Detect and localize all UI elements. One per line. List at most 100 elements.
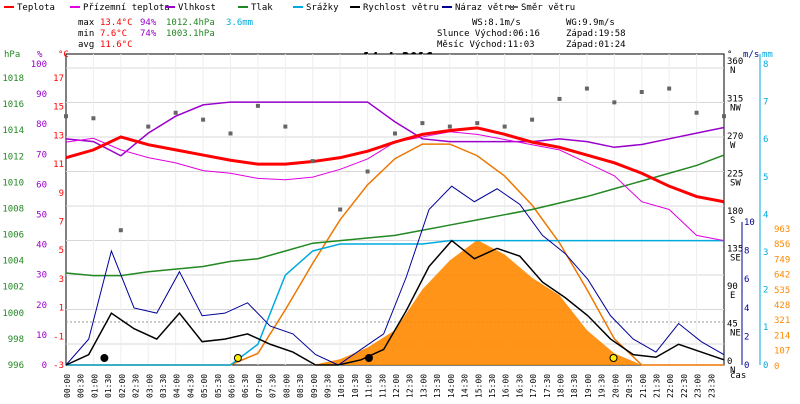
direction-name-label: S <box>730 216 735 226</box>
wind-wg: WG:9.9m/s <box>566 18 615 28</box>
sunset-marker <box>609 354 618 362</box>
legend-label: Srážky <box>306 3 339 13</box>
max-rain: 3.6mm <box>226 18 253 28</box>
mm-tick-label: 214 <box>774 331 790 341</box>
direction-name-label: SE <box>730 254 741 264</box>
moon-set: Západ:01:24 <box>566 40 626 50</box>
hpa-tick-label: 1016 <box>2 100 24 110</box>
wind-direction-point <box>612 100 617 105</box>
hpa-tick-label: 1012 <box>2 152 24 162</box>
wind-direction-point <box>118 228 123 233</box>
wind-direction-point <box>667 86 672 91</box>
pct-tick-label: 0 <box>42 361 47 371</box>
time-tick-label: 06:30 <box>241 374 250 398</box>
time-tick-label: 15:00 <box>474 374 483 398</box>
max-temp: 13.4°C <box>100 18 133 28</box>
time-tick-label: 14:30 <box>461 374 470 398</box>
mm-tick-label: 321 <box>774 316 790 326</box>
mm-tick-label: 0 <box>774 362 779 372</box>
direction-name-label: NE <box>730 329 741 339</box>
ms2-tick-label: 4 <box>744 304 749 314</box>
mm-tick-label: 428 <box>774 301 790 311</box>
wind-direction-point <box>502 124 507 129</box>
time-tick-label: 13:00 <box>419 374 428 398</box>
time-tick-label: 10:30 <box>351 374 360 398</box>
sunrise-marker <box>233 354 242 362</box>
time-tick-label: 00:00 <box>63 374 72 398</box>
mm-tick-label: 856 <box>774 240 790 250</box>
degc-tick-label: 7 <box>59 218 64 228</box>
wind-direction-point <box>365 169 370 174</box>
axis-ms-label: m/s <box>743 50 759 60</box>
max-humidity: 94% <box>140 18 157 28</box>
degc-tick-label: 5 <box>59 246 64 256</box>
time-tick-label: 01:30 <box>104 374 113 398</box>
series-lines <box>65 101 725 366</box>
pct-tick-label: 40 <box>36 241 47 251</box>
wind-direction-point <box>420 121 425 126</box>
mm-tick-label: 535 <box>774 286 790 296</box>
pct-tick-label: 90 <box>36 90 47 100</box>
time-tick-label: 02:30 <box>132 374 141 398</box>
legend-label: Tlak <box>251 3 273 13</box>
pct-tick-label: 20 <box>36 301 47 311</box>
legend-label: Vlhkost <box>178 3 216 13</box>
degc-tick-label: 11 <box>53 160 64 170</box>
min-pressure: 1003.1hPa <box>166 29 215 39</box>
min-temp: 7.6°C <box>100 29 127 39</box>
time-tick-label: 16:30 <box>515 374 524 398</box>
time-tick-label: 19:30 <box>598 374 607 398</box>
hpa-tick-label: 1008 <box>2 204 24 214</box>
mm-tick-label: 963 <box>774 225 790 235</box>
time-tick-label: 01:00 <box>90 374 99 398</box>
time-tick-label: 09:30 <box>323 374 332 398</box>
degc-tick-label: 3 <box>59 275 64 285</box>
direction-name-label: N <box>730 66 735 76</box>
direction-tick-label: 45 <box>727 320 738 330</box>
time-tick-label: 07:00 <box>255 374 264 398</box>
time-tick-label: 10:00 <box>337 374 346 398</box>
ms-tick-label: 1 <box>763 323 768 333</box>
wind-direction-point <box>228 131 233 136</box>
time-tick-label: 07:30 <box>269 374 278 398</box>
hpa-tick-label: 998 <box>8 335 24 345</box>
ms-tick-label: 3 <box>763 248 768 258</box>
hpa-tick-label: 1004 <box>2 257 24 267</box>
ms-tick-label: 5 <box>763 173 768 183</box>
pct-tick-label: 50 <box>36 211 47 221</box>
mm-tick-label: 107 <box>774 347 790 357</box>
wind-gust-line <box>65 185 725 366</box>
ms-tick-label: 8 <box>763 60 768 70</box>
time-tick-label: 17:30 <box>543 374 552 398</box>
wind-direction-point <box>530 117 535 122</box>
axes: hPa % °C ° m/s mm čas 101810161014101210… <box>2 50 790 398</box>
wind-direction-point <box>173 110 178 115</box>
time-tick-label: 21:30 <box>652 374 661 398</box>
legend-label: Teplota <box>17 3 55 13</box>
time-tick-label: 20:00 <box>611 374 620 398</box>
wind-direction-point <box>722 114 726 119</box>
wind-direction-point <box>393 131 397 136</box>
wind-direction-point <box>338 207 343 212</box>
time-tick-label: 22:30 <box>680 374 689 398</box>
time-tick-label: 21:00 <box>639 374 648 398</box>
hpa-tick-label: 1018 <box>2 74 24 84</box>
legend-label: Rychlost větru <box>363 3 439 13</box>
pressure-line <box>65 154 725 277</box>
time-tick-label: 14:00 <box>447 374 456 398</box>
degc-tick-label: 9 <box>59 189 64 199</box>
degc-tick-label: -1 <box>53 332 64 342</box>
wind-direction-point <box>255 103 260 108</box>
degc-tick-label: 17 <box>53 74 64 84</box>
wind-direction-point <box>557 96 562 101</box>
ms2-tick-label: 8 <box>744 247 749 257</box>
direction-tick-label: 315 <box>727 95 743 105</box>
time-tick-label: 03:30 <box>159 374 168 398</box>
time-tick-label: 08:30 <box>296 374 305 398</box>
sun-rise: Slunce Východ:06:16 <box>437 29 540 39</box>
direction-name-label: NW <box>730 104 741 114</box>
ms-tick-label: 6 <box>763 135 768 145</box>
time-tick-label: 18:00 <box>557 374 566 398</box>
direction-tick-label: 180 <box>727 207 743 217</box>
